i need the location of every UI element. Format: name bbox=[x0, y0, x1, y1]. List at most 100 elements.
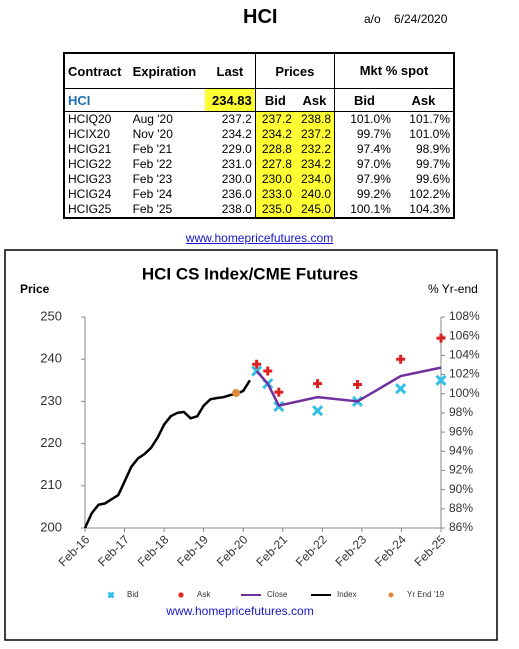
ask-marker bbox=[252, 359, 262, 369]
column-header: Mkt % spot bbox=[334, 53, 454, 89]
cell: 101.0% bbox=[409, 127, 450, 141]
cell: 233.0 bbox=[254, 187, 295, 202]
y2-tick-label: 86% bbox=[449, 520, 473, 534]
cell: 235.0 bbox=[254, 202, 295, 218]
cell: HCIG24 bbox=[68, 187, 112, 201]
cell: Aug '20 bbox=[132, 112, 173, 126]
ask-marker bbox=[436, 333, 446, 343]
cell: 101.0% bbox=[333, 111, 394, 127]
index-row: HCI 234.83 Bid Ask Bid Ask bbox=[64, 88, 454, 112]
index-last: 234.83 bbox=[205, 88, 256, 112]
cell: HCIG25 bbox=[68, 202, 112, 216]
cell: 237.2 bbox=[294, 127, 335, 142]
column-header: Contract bbox=[64, 53, 130, 89]
cell: 101.7% bbox=[409, 112, 450, 126]
x-tick-label: Feb-21 bbox=[253, 532, 290, 569]
y-tick-label: 250 bbox=[40, 308, 62, 323]
y2-tick-label: 106% bbox=[449, 328, 480, 342]
cell: 230.0 bbox=[254, 172, 295, 187]
cell: 97.4% bbox=[333, 142, 394, 157]
y2-tick-label: 102% bbox=[449, 367, 480, 381]
cell: HCIG22 bbox=[68, 157, 112, 171]
x-tick-label: Feb-23 bbox=[332, 532, 369, 569]
table-row: HCIG24 Feb '24 236.0 233.0 240.0 99.2% 102.2% bbox=[64, 187, 454, 202]
cell: 97.0% bbox=[333, 157, 394, 172]
cell: 234.0 bbox=[294, 172, 335, 187]
x-tick-label: Feb-18 bbox=[135, 532, 172, 569]
cell: HCIX20 bbox=[68, 127, 111, 141]
y-tick-label: 220 bbox=[40, 435, 62, 450]
y2-tick-label: 104% bbox=[449, 348, 480, 362]
x-tick-label: Feb-16 bbox=[56, 532, 93, 569]
x-tick-label: Feb-25 bbox=[412, 532, 449, 569]
cell: 234.2 bbox=[294, 157, 335, 172]
as-of-label: a/o bbox=[364, 12, 381, 26]
ask-marker bbox=[274, 387, 284, 397]
legend-label: Index bbox=[337, 590, 357, 599]
bid-marker bbox=[395, 383, 407, 395]
cell: 227.8 bbox=[254, 157, 295, 172]
series-line bbox=[255, 366, 442, 408]
cell: 232.2 bbox=[294, 142, 335, 157]
cell: Feb '23 bbox=[132, 172, 173, 186]
y-tick-label: 210 bbox=[40, 477, 62, 492]
link[interactable]: www.homepricefutures.com bbox=[185, 231, 334, 245]
cell: 238.0 bbox=[221, 202, 252, 216]
ask-marker bbox=[353, 380, 363, 390]
cell: 99.2% bbox=[333, 187, 394, 202]
column-header: Expiration bbox=[129, 53, 206, 89]
chart-title: HCI CS Index/CME Futures bbox=[142, 264, 358, 283]
bid-marker bbox=[435, 374, 447, 386]
index-name: HCI bbox=[64, 88, 130, 112]
y2-tick-label: 94% bbox=[449, 443, 473, 457]
y-tick-label: 240 bbox=[40, 351, 62, 366]
y-axis-label: Price bbox=[20, 282, 50, 296]
y2-tick-label: 108% bbox=[449, 309, 480, 323]
cell: 234.2 bbox=[254, 127, 295, 142]
cell: Feb '24 bbox=[132, 187, 173, 201]
cell: 99.6% bbox=[415, 172, 450, 186]
cell bbox=[129, 88, 206, 112]
ask-marker bbox=[178, 592, 184, 598]
page-title: HCI bbox=[243, 6, 278, 28]
ask-marker bbox=[313, 379, 323, 389]
y2-tick-label: 100% bbox=[449, 386, 480, 400]
sub-header: Bid bbox=[254, 88, 295, 112]
cell: 100.1% bbox=[333, 202, 394, 218]
series-line bbox=[83, 379, 252, 529]
cell: 234.2 bbox=[221, 127, 252, 141]
x-tick-label: Feb-17 bbox=[95, 532, 132, 569]
cell: 97.9% bbox=[333, 172, 394, 187]
as-of-date: 6/24/2020 bbox=[394, 12, 448, 26]
legend-label: Ask bbox=[197, 590, 211, 599]
column-header: Last bbox=[205, 53, 256, 89]
ask-marker bbox=[263, 366, 273, 376]
cell: 229.0 bbox=[221, 142, 252, 156]
cell: 99.7% bbox=[333, 127, 394, 142]
cell: Nov '20 bbox=[132, 127, 173, 141]
header-row: Contract Expiration Last Prices Mkt % spot bbox=[64, 53, 454, 89]
cell: 98.9% bbox=[415, 142, 450, 156]
cell: Feb '25 bbox=[132, 202, 173, 216]
cell: 228.8 bbox=[254, 142, 295, 157]
bid-marker bbox=[312, 405, 324, 417]
cell: 245.0 bbox=[294, 202, 335, 218]
point-marker bbox=[388, 592, 394, 598]
x-tick-label: Feb-20 bbox=[214, 532, 251, 569]
x-tick-label: Feb-22 bbox=[293, 532, 330, 569]
y2-tick-label: 96% bbox=[449, 424, 473, 438]
chart-footer-link[interactable]: www.homepricefutures.com bbox=[165, 604, 313, 618]
cell: 240.0 bbox=[294, 187, 335, 202]
cell: 237.2 bbox=[221, 112, 252, 126]
sub-header: Ask bbox=[393, 88, 454, 112]
y2-tick-label: 90% bbox=[449, 482, 473, 496]
table-row: HCIG25 Feb '25 238.0 235.0 245.0 100.1% 104.3% bbox=[64, 202, 454, 218]
y2-tick-label: 88% bbox=[449, 501, 473, 515]
column-header: Prices bbox=[254, 53, 335, 89]
y-tick-label: 200 bbox=[40, 519, 62, 534]
cell: 236.0 bbox=[221, 187, 252, 201]
chart-frame bbox=[4, 249, 498, 641]
cell: 102.2% bbox=[409, 187, 450, 201]
